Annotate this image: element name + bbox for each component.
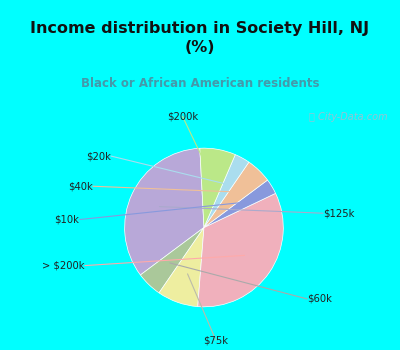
Wedge shape <box>140 228 204 293</box>
Text: $60k: $60k <box>307 294 332 304</box>
Text: $125k: $125k <box>323 208 354 218</box>
Text: ⓘ City-Data.com: ⓘ City-Data.com <box>309 112 388 122</box>
Wedge shape <box>204 180 276 228</box>
Wedge shape <box>125 148 204 275</box>
Text: $75k: $75k <box>203 335 228 345</box>
Text: $20k: $20k <box>86 151 111 161</box>
Text: $10k: $10k <box>54 215 80 225</box>
Wedge shape <box>204 155 249 228</box>
Wedge shape <box>204 162 268 228</box>
Text: $200k: $200k <box>167 111 198 121</box>
Wedge shape <box>198 193 283 307</box>
Text: > $200k: > $200k <box>42 261 85 271</box>
Text: $40k: $40k <box>68 181 93 191</box>
Wedge shape <box>159 228 204 307</box>
Text: Income distribution in Society Hill, NJ
(%): Income distribution in Society Hill, NJ … <box>30 21 370 55</box>
Text: Black or African American residents: Black or African American residents <box>81 77 319 90</box>
Wedge shape <box>200 148 235 228</box>
